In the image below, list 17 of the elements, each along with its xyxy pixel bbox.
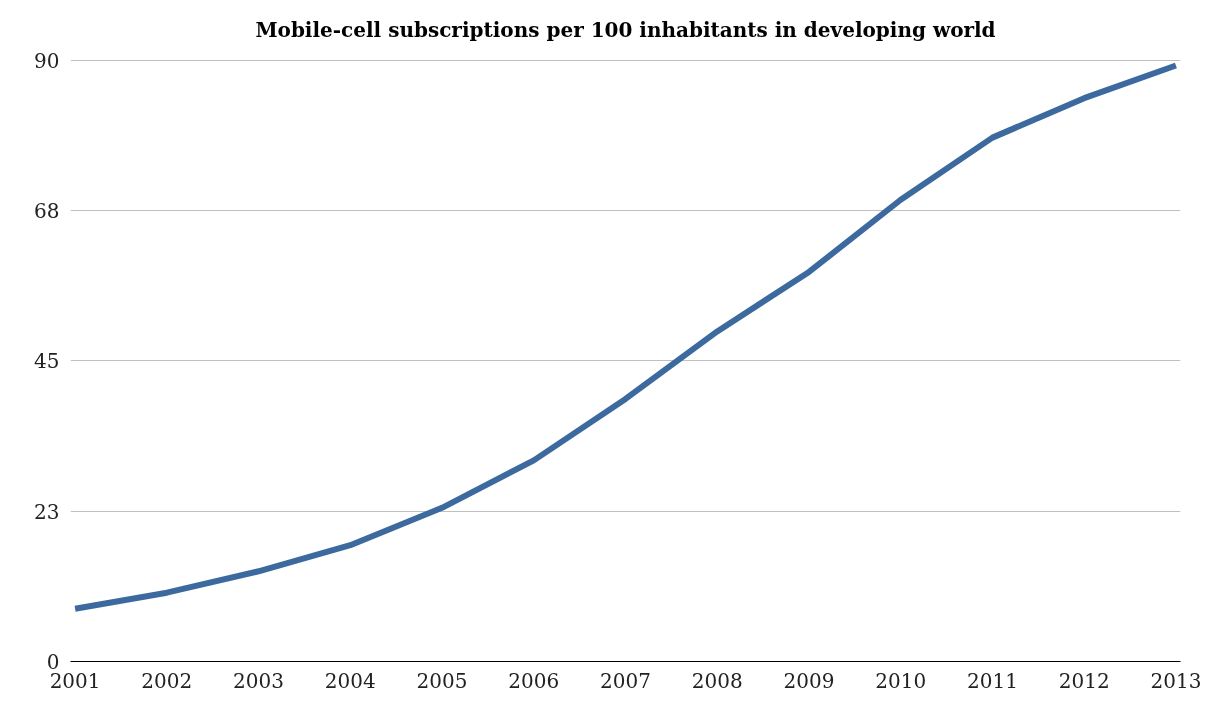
chart-title: Mobile-cell subscriptions per 100 inhabitants in developing world: [255, 17, 996, 42]
x-tick-label: 2002: [141, 668, 193, 693]
x-tick-label: 2004: [324, 668, 376, 693]
y-tick-label: 90: [34, 48, 60, 73]
x-tick-label: 2010: [875, 668, 927, 693]
y-tick-label: 23: [34, 499, 60, 524]
y-tick-label: 68: [34, 198, 60, 223]
x-tick-label: 2006: [508, 668, 560, 693]
y-tick-label: 45: [34, 349, 60, 374]
x-tick-label: 2012: [1058, 668, 1110, 693]
x-tick-label: 2003: [233, 668, 285, 693]
x-tick-label: 2007: [600, 668, 651, 693]
x-tick-label: 2009: [783, 668, 835, 693]
x-tick-label: 2005: [416, 668, 468, 693]
x-tick-label: 2008: [691, 668, 743, 693]
x-tick-label: 2013: [1150, 668, 1202, 693]
x-tick-label: 2011: [966, 668, 1018, 693]
